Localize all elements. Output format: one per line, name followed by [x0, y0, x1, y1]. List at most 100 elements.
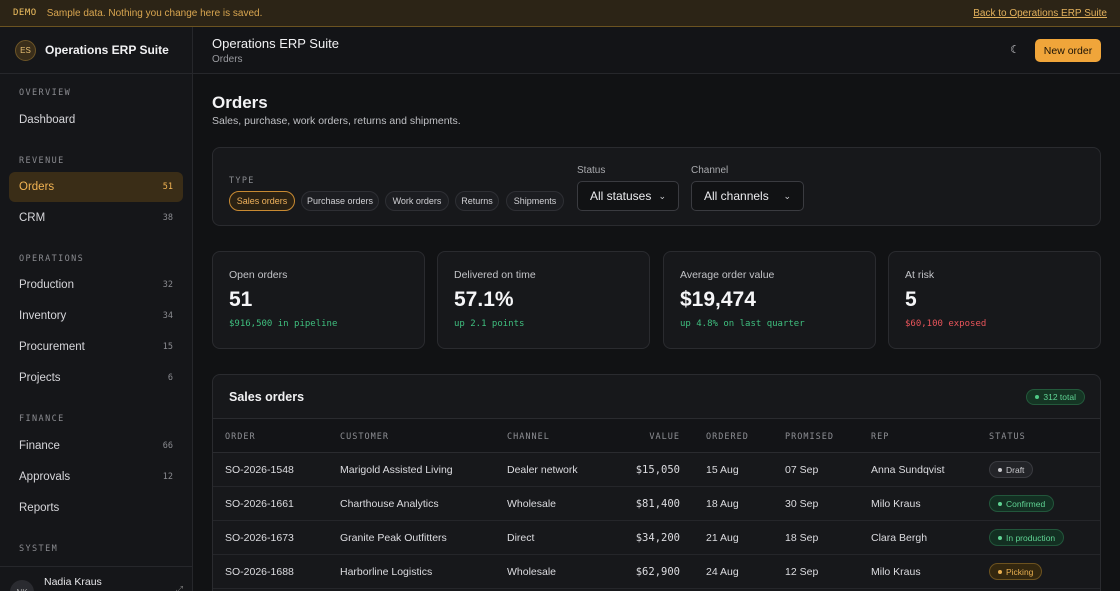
moon-icon[interactable]: ☾ [1010, 44, 1020, 56]
brand-logo: ES [15, 39, 36, 61]
column-header-channel[interactable]: CHANNEL [507, 432, 550, 442]
avatar: NK [10, 580, 34, 591]
table-column-headers: ORDER CUSTOMER CHANNEL VALUE ORDERED PRO… [213, 419, 1100, 453]
order-value: $34,200 [635, 532, 680, 544]
sidebar-item-inventory[interactable]: Inventory 34 [9, 301, 183, 331]
channel: Dealer network [507, 464, 578, 476]
demo-banner: DEMO Sample data. Nothing you change her… [0, 0, 1120, 27]
filter-card: TYPE Sales orders Purchase orders Work o… [212, 147, 1101, 226]
status-badge: Picking [989, 563, 1043, 580]
order-id[interactable]: SO-2026-1673 [225, 532, 294, 544]
sidebar-item-reports[interactable]: Reports [9, 493, 183, 523]
channel: Direct [507, 532, 535, 544]
sidebar-item-label: Procurement [19, 341, 85, 353]
sidebar-item-crm[interactable]: CRM 38 [9, 203, 183, 233]
status-dot-icon [998, 535, 1002, 540]
column-header-value[interactable]: VALUE [649, 432, 680, 442]
rep: Milo Kraus [871, 498, 921, 510]
sidebar-item-label: Approvals [19, 471, 71, 483]
status-badge: Confirmed [989, 495, 1055, 512]
status-dot-icon [998, 569, 1002, 574]
table-row[interactable]: SO-2026-1688 Harborline Logistics Wholes… [213, 555, 1100, 589]
sidebar-item-dashboard[interactable]: Dashboard [9, 105, 183, 135]
rep: Milo Kraus [871, 566, 921, 578]
kpi-value: 57.1% [454, 288, 514, 311]
channel: Wholesale [507, 498, 557, 510]
kpi-average-order-value: Average order value $19,474 up 4.8% on l… [663, 251, 876, 349]
page-subtitle: Sales, purchase, work orders, returns an… [212, 115, 461, 127]
sidebar-item-label: Finance [19, 440, 60, 452]
chip-sales-orders[interactable]: Sales orders [229, 191, 295, 211]
column-header-promised[interactable]: PROMISED [785, 432, 834, 442]
brand[interactable]: ES Operations ERP Suite [0, 27, 192, 74]
status-label: Draft [1006, 464, 1025, 475]
promised-date: 07 Sep [785, 464, 819, 476]
order-value: $15,050 [635, 464, 680, 476]
kpi-note: up 2.1 points [454, 319, 525, 329]
expand-icon[interactable]: ⤢ [175, 584, 183, 591]
kpi-value: 5 [905, 288, 917, 311]
new-order-button[interactable]: New order [1035, 39, 1101, 62]
table-row[interactable]: SO-2026-1548 Marigold Assisted Living De… [213, 453, 1100, 487]
channel-label: Channel [691, 165, 729, 176]
column-header-ordered[interactable]: ORDERED [706, 432, 749, 442]
channel: Wholesale [507, 566, 557, 578]
total-badge: 312 total [1026, 389, 1085, 405]
sidebar-item-production[interactable]: Production 32 [9, 270, 183, 300]
kpi-delivered-on-time: Delivered on time 57.1% up 2.1 points [437, 251, 650, 349]
breadcrumb[interactable]: Orders [212, 54, 243, 65]
status-dot-icon [1035, 395, 1040, 399]
sidebar-item-procurement[interactable]: Procurement 15 [9, 332, 183, 362]
nav-section-system: SYSTEM [19, 544, 59, 554]
channel-select[interactable]: All channels ⌄ [691, 181, 804, 211]
column-header-order[interactable]: ORDER [225, 432, 256, 442]
sidebar-item-finance[interactable]: Finance 66 [9, 431, 183, 461]
order-id[interactable]: SO-2026-1661 [225, 498, 294, 510]
status-badge: In production [989, 529, 1065, 546]
chevron-down-icon: ⌄ [783, 190, 791, 201]
sidebar-item-count: 15 [162, 342, 173, 352]
topbar: Operations ERP Suite Orders ☾ New order [193, 27, 1120, 74]
ordered-date: 24 Aug [706, 566, 739, 578]
nav-section-operations: OPERATIONS [19, 254, 85, 264]
kpi-label: At risk [905, 269, 935, 281]
status-dot-icon [998, 501, 1002, 506]
chip-work-orders[interactable]: Work orders [385, 191, 449, 211]
column-header-customer[interactable]: CUSTOMER [340, 432, 389, 442]
total-count: 312 total [1043, 392, 1076, 402]
sidebar-item-count: 38 [162, 213, 173, 223]
status-select[interactable]: All statuses ⌄ [577, 181, 679, 211]
type-label: TYPE [229, 176, 255, 186]
page-title: Orders [212, 93, 268, 112]
demo-tag: DEMO [13, 8, 37, 18]
kpi-note: $60,100 exposed [905, 319, 987, 329]
sidebar-item-count: 34 [162, 311, 173, 321]
kpi-at-risk: At risk 5 $60,100 exposed [888, 251, 1101, 349]
customer: Harborline Logistics [340, 566, 433, 578]
order-id[interactable]: SO-2026-1548 [225, 464, 294, 476]
sidebar-item-label: Orders [19, 181, 55, 193]
sidebar-item-approvals[interactable]: Approvals 12 [9, 462, 183, 492]
kpi-label: Open orders [229, 269, 288, 281]
column-header-rep[interactable]: REP [871, 432, 890, 442]
table-row[interactable]: SO-2026-1673 Granite Peak Outfitters Dir… [213, 521, 1100, 555]
order-id[interactable]: SO-2026-1688 [225, 566, 294, 578]
table-row[interactable]: SO-2026-1661 Charthouse Analytics Wholes… [213, 487, 1100, 521]
demo-text: Sample data. Nothing you change here is … [46, 7, 263, 19]
chip-returns[interactable]: Returns [455, 191, 499, 211]
chip-shipments[interactable]: Shipments [506, 191, 564, 211]
rep: Anna Sundqvist [871, 464, 945, 476]
back-link[interactable]: Back to Operations ERP Suite [973, 7, 1107, 19]
user-menu[interactable]: NK Nadia Kraus ⤢ [0, 566, 193, 591]
promised-date: 12 Sep [785, 566, 819, 578]
nav-section-finance: FINANCE [19, 414, 65, 424]
status-label: Status [577, 165, 606, 176]
sidebar-item-label: Reports [19, 502, 60, 514]
kpi-label: Average order value [680, 269, 775, 281]
sidebar-item-orders[interactable]: Orders 51 [9, 172, 183, 202]
column-header-status[interactable]: STATUS [989, 432, 1026, 442]
channel-select-value: All channels [704, 189, 769, 203]
sidebar-item-projects[interactable]: Projects 6 [9, 363, 183, 393]
chip-purchase-orders[interactable]: Purchase orders [301, 191, 379, 211]
customer: Granite Peak Outfitters [340, 532, 447, 544]
